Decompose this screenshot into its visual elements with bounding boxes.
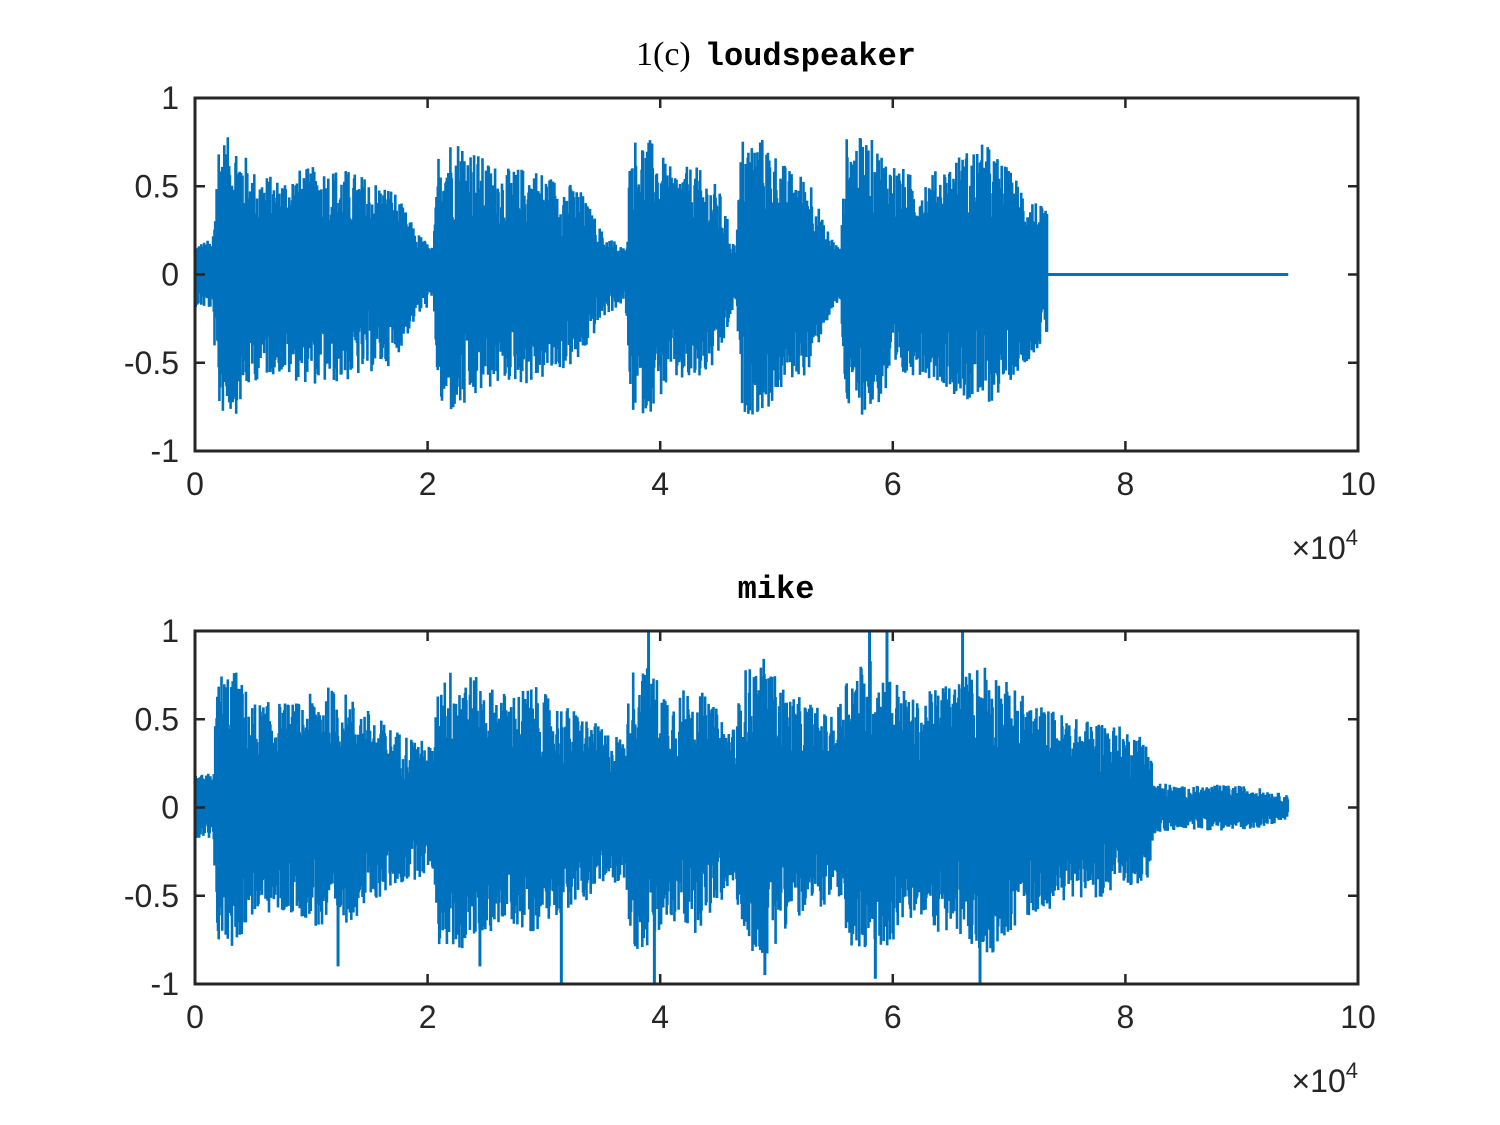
loudspeaker-ticks: 0 2 4 6 8 10 -1 -0.5 0 0.5 1 [124,80,1376,502]
loudspeaker-x-exponent-base: ×10 [1291,530,1345,566]
mike-x-exponent-power: 4 [1346,1058,1358,1083]
mike-signal-series [193,631,1290,984]
mike-x-exponent: ×104 [1291,1058,1358,1099]
loudspeaker-y-tick-label: -0.5 [124,345,179,381]
loudspeaker-title: 1(c) loudspeaker [636,36,916,75]
loudspeaker-y-tick-label: 0 [161,257,179,293]
mike-y-tick-label: -0.5 [124,878,179,914]
loudspeaker-y-tick-label: 1 [161,80,179,116]
mike-x-tick-label: 10 [1340,999,1376,1035]
loudspeaker-x-exponent-power: 4 [1346,525,1358,550]
loudspeaker-x-tick-label: 10 [1340,466,1376,502]
loudspeaker-x-tick-label: 0 [186,466,204,502]
loudspeaker-y-tick-label: -1 [151,433,179,469]
mike-y-tick-label: 0.5 [135,701,179,737]
mike-x-tick-label: 6 [884,999,902,1035]
loudspeaker-y-tick-label: 0.5 [135,168,179,204]
mike-ticks: 0 2 4 6 8 10 -1 -0.5 0 0.5 1 [124,613,1376,1035]
mike-x-tick-label: 8 [1117,999,1135,1035]
mike-axes-box [193,629,1360,986]
mike-title-main: mike [738,571,815,608]
mike-title: mike [738,571,815,608]
mike-y-tick-label: 0 [161,790,179,826]
loudspeaker-x-tick-label: 2 [419,466,437,502]
mike-x-tick-label: 2 [419,999,437,1035]
loudspeaker-x-exponent: ×104 [1291,525,1358,566]
loudspeaker-axes: 1(c) loudspeaker 0 2 4 6 8 10-1-0.500.51 ×104 [124,36,1376,566]
loudspeaker-axes-box [193,96,1360,453]
mike-y-tick-label: 1 [161,613,179,649]
mike-x-tick-label: 4 [651,999,669,1035]
loudspeaker-x-tick-label: 8 [1117,466,1135,502]
mike-axes: mike 0 2 4 6 8 10-1-0.500.51 ×104 [124,571,1376,1099]
mike-x-tick-label: 0 [186,999,204,1035]
loudspeaker-title-main: loudspeaker [705,38,916,75]
loudspeaker-x-tick-label: 4 [651,466,669,502]
mike-x-exponent-base: ×10 [1291,1063,1345,1099]
loudspeaker-x-tick-label: 6 [884,466,902,502]
mike-y-tick-label: -1 [151,966,179,1002]
loudspeaker-title-prefix: 1(c) [636,36,691,73]
